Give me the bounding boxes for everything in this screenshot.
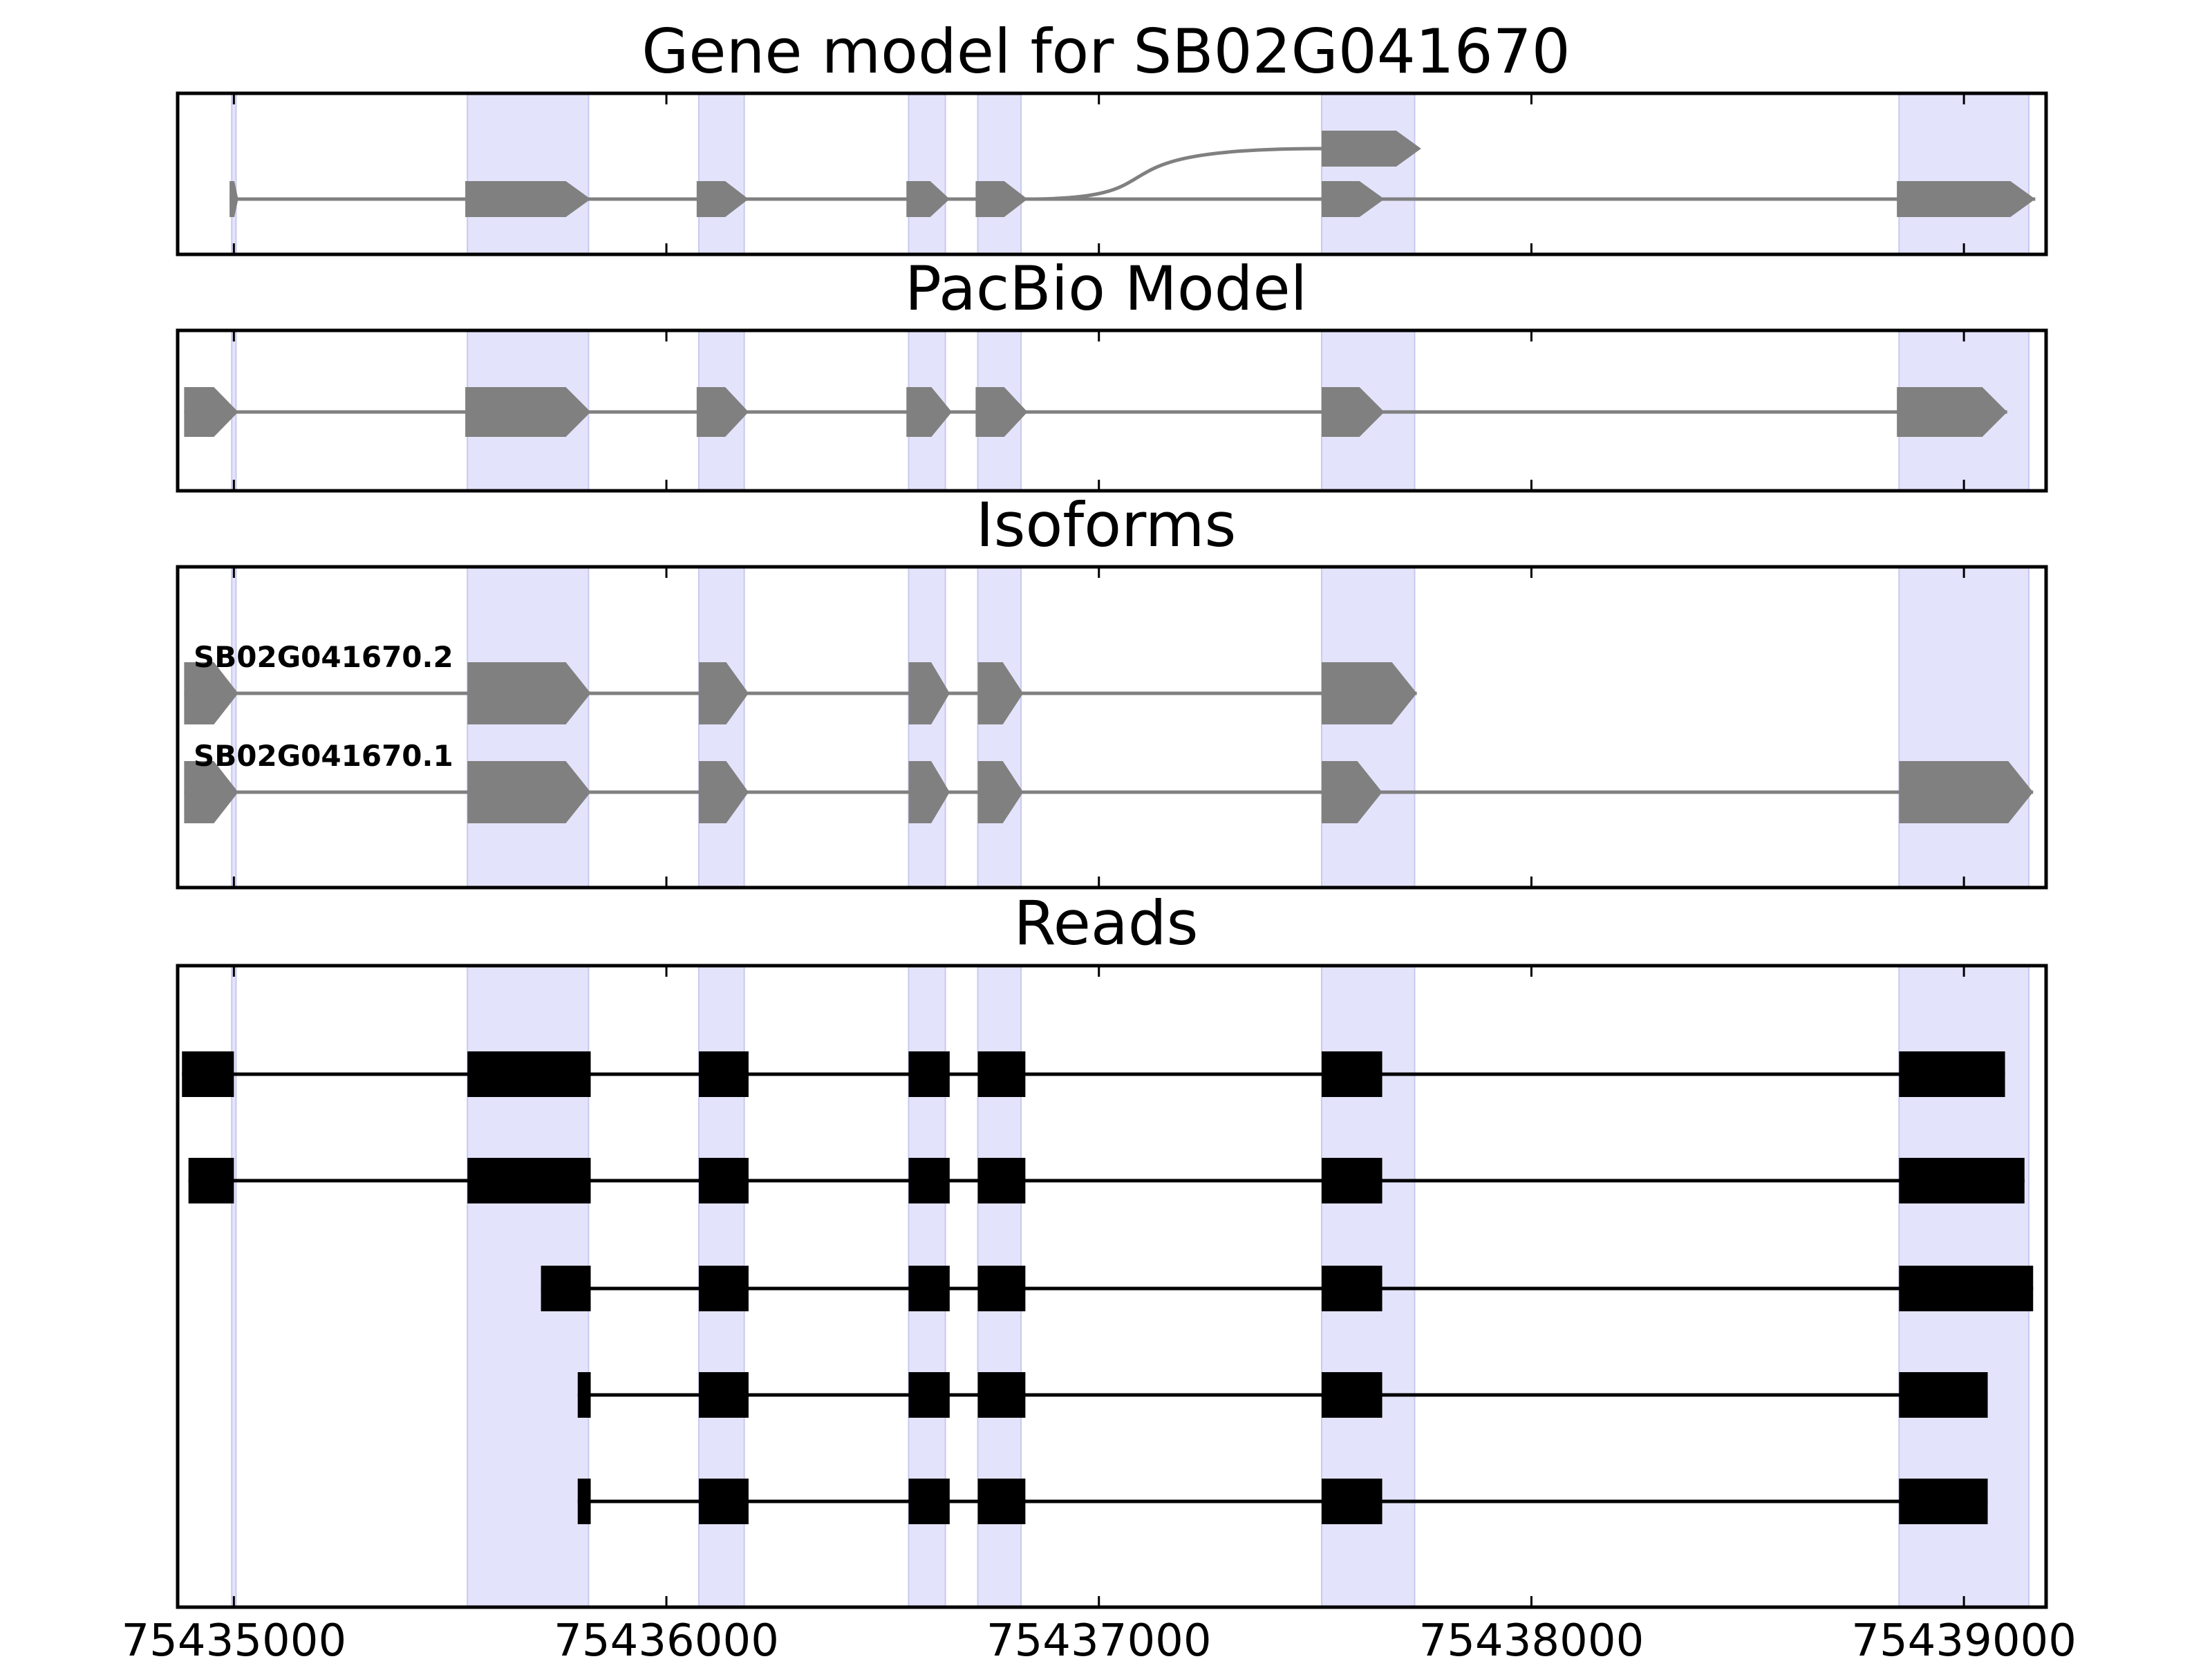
exon-block [975,181,1028,217]
exon-block [1321,761,1382,823]
exon-block [1897,181,2036,217]
read-block [908,1372,950,1418]
read-block [977,1051,1026,1097]
highlight-region [977,566,1022,888]
isoform-label: SB02G041670.2 [194,640,453,674]
read-block [188,1158,234,1203]
read-block [698,1479,749,1524]
exon-block [1899,761,2034,823]
highlight-region [977,93,1022,255]
exon-block [906,181,950,217]
exon-block [184,761,238,823]
isoforms-panel: SB02G041670.2 SB02G041670.1 [176,565,2048,890]
highlight-region [1320,566,1416,888]
exon-block [1321,181,1385,217]
exon-block [1321,131,1421,167]
exon-block [467,761,591,823]
exon-block [698,662,749,724]
reads-panel [176,964,2048,1609]
highlight-region [1898,566,2030,888]
read-block [467,1051,591,1097]
read-block [977,1372,1026,1418]
exon-block [184,387,238,437]
exon-block [467,662,591,724]
read-block [541,1266,591,1311]
panel-frame [176,328,2048,493]
gene-model-title: Gene model for SB02G041670 [641,16,1571,87]
read-block [698,1266,749,1311]
read-block [1321,1051,1382,1097]
exon-block [1897,387,2007,437]
read-block [977,1158,1026,1203]
panel-frame [176,91,2048,256]
alt-splice-curve [1027,147,1322,201]
highlight-region [231,93,237,255]
read-block [908,1158,950,1203]
exon-block [696,181,749,217]
highlight-region [697,566,745,888]
isoform-label: SB02G041670.1 [194,739,453,773]
exon-block [465,387,591,437]
gene-model-panel [176,91,2048,256]
x-axis: 75435000 75436000 75437000 75438000 75439000 [121,1615,2077,1659]
pacbio-model-title: PacBio Model [905,253,1307,324]
read-block [182,1051,234,1097]
read-block [577,1372,591,1418]
read-block [1321,1479,1382,1524]
exon-block [229,181,238,217]
read-block [908,1479,950,1524]
exon-block [975,387,1028,437]
exon-block [906,387,952,437]
exon-block [1321,387,1385,437]
read-block [698,1158,749,1203]
read-block [698,1051,749,1097]
read-block [577,1479,591,1524]
read-block [1899,1266,2034,1311]
exon-block [184,662,238,724]
x-tick-label: 75438000 [1419,1615,1644,1659]
highlight-region [467,93,590,255]
read-block [698,1372,749,1418]
exon-block [698,761,749,823]
read-block [467,1158,591,1203]
pacbio-model-panel [176,328,2048,493]
highlight-region [467,566,590,888]
read-block [1899,1479,1988,1524]
x-tick-label: 75437000 [986,1615,1212,1659]
highlight-region [908,93,946,255]
highlight-region [908,566,946,888]
read-block [977,1479,1026,1524]
highlight-region [1898,93,2030,255]
read-block [1899,1158,2025,1203]
exon-block [696,387,749,437]
read-block [1899,1372,1988,1418]
exon-block [977,761,1024,823]
highlight-region [697,93,745,255]
highlight-region [231,566,237,888]
exon-block [908,662,950,724]
reads-title: Reads [1014,888,1199,959]
x-tick-label: 75439000 [1851,1615,2077,1659]
panel-frame [176,565,2048,890]
exon-block [1321,662,1417,724]
panel-frame [176,964,2048,1609]
exon-block [977,662,1024,724]
isoforms-title: Isoforms [976,489,1237,561]
read-block [1899,1051,2005,1097]
read-block [977,1266,1026,1311]
exon-block [465,181,591,217]
read-block [1321,1266,1382,1311]
read-block [1321,1372,1382,1418]
x-tick-label: 75435000 [121,1615,346,1659]
exon-block [908,761,950,823]
read-block [1321,1158,1382,1203]
read-block [908,1266,950,1311]
read-block [908,1051,950,1097]
x-tick-label: 75436000 [554,1615,779,1659]
highlight-region [1320,93,1416,255]
